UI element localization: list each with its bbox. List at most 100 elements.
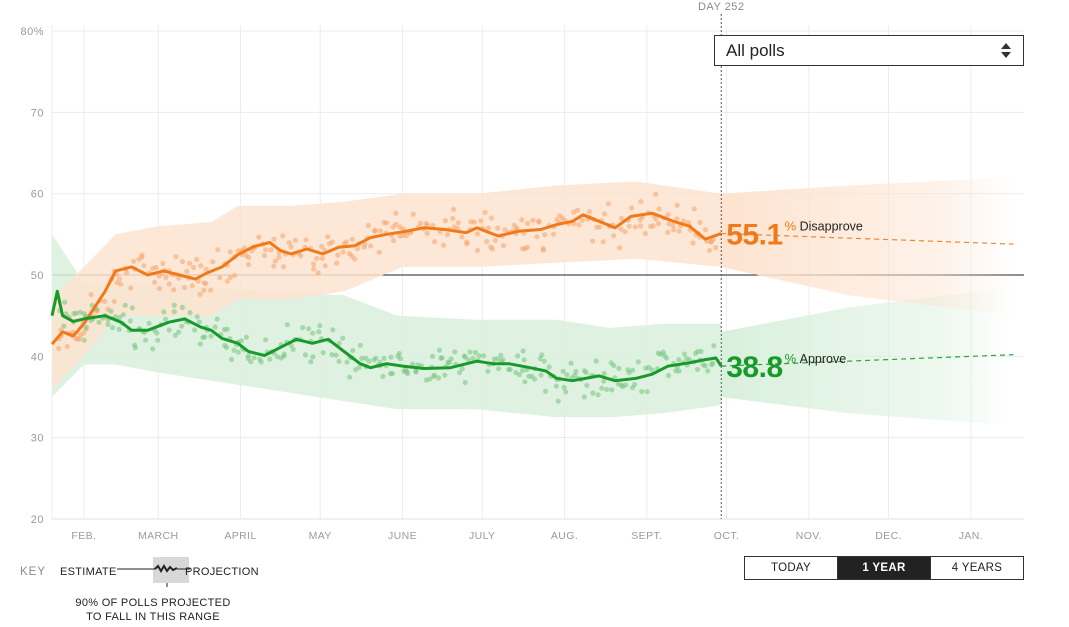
poll-dot [102,298,108,304]
poll-dot [522,379,528,385]
poll-dot [201,287,207,293]
poll-dot [653,216,659,222]
poll-dot [377,228,383,234]
poll-dot [64,344,70,350]
poll-dot [231,347,237,353]
poll-dot [520,348,526,354]
poll-dot [706,247,713,253]
poll-dot [590,390,596,396]
range-button-1-year[interactable]: 1 YEAR [838,557,931,579]
poll-dot [655,350,661,356]
poll-dot [146,320,152,326]
range-button-today[interactable]: TODAY [745,557,838,579]
x-month-label: MARCH [138,530,179,542]
poll-dot [263,247,269,253]
poll-dot [280,264,287,270]
poll-dot [618,226,624,232]
poll-dot [171,302,177,308]
poll-dot [187,260,193,266]
poll-dot [573,368,579,375]
poll-dot [429,353,436,359]
poll-dot [290,346,296,352]
poll-dot [340,335,346,341]
poll-dot [263,337,269,343]
poll-dot [666,221,672,227]
poll-dot [470,355,476,361]
poll-dot [224,278,230,284]
poll-dot [284,322,290,328]
poll-dot [166,327,172,333]
poll-dot [129,305,135,311]
poll-dot [459,366,465,372]
poll-dot [281,353,287,359]
disapprove-projection-line [721,232,1014,245]
poll-dot [705,368,711,374]
range-button-4-years[interactable]: 4 YEARS [951,562,1003,574]
poll-dot [632,381,638,388]
poll-dot [306,326,312,332]
poll-dot [642,230,649,237]
poll-dot [184,268,190,275]
poll-dot [141,263,147,269]
poll-dot [108,308,114,314]
approve-projection-band [721,287,1014,426]
poll-dot [393,210,399,216]
poll-dot [450,215,456,222]
poll-filter-select[interactable]: All polls [714,35,1024,66]
poll-dot [405,370,411,377]
poll-dot [194,256,200,262]
poll-dot [478,218,484,224]
poll-dot [541,358,547,364]
poll-dot [455,220,461,226]
poll-dot [153,264,159,271]
poll-dot [155,337,161,343]
x-month-label: JULY [469,530,496,542]
day-marker-label: DAY 252 [698,1,745,13]
poll-dot [472,349,478,356]
poll-dot [208,287,214,293]
x-month-label: SEPT. [631,530,662,542]
poll-dot [368,243,374,249]
poll-dot [553,383,559,389]
y-tick-label: 70 [31,107,44,119]
poll-dot [256,234,262,240]
poll-dot [665,212,671,218]
poll-dot [161,309,167,315]
poll-dot [466,357,472,363]
poll-dot [258,359,264,365]
poll-dot [495,225,501,231]
poll-dot [488,215,494,221]
poll-dot [132,345,138,351]
poll-dot [396,350,402,357]
poll-dot [540,245,546,251]
poll-dot [116,276,123,282]
poll-dot [436,375,442,381]
poll-dot [197,291,203,297]
x-month-label: JAN. [959,530,983,542]
poll-dot [632,224,638,230]
poll-dot [192,327,198,333]
poll-dot [344,359,350,365]
x-month-label: OCT. [714,530,740,542]
poll-dot [496,366,502,372]
poll-dot [476,353,482,359]
poll-dot [83,324,89,330]
poll-dot [550,231,557,237]
poll-filter-value: All polls [726,41,785,60]
poll-dot [637,223,644,229]
poll-dot [150,346,156,352]
disapprove-projection-band [721,177,1014,316]
poll-dot [319,255,325,261]
poll-dot [663,355,670,361]
poll-dot [516,372,523,378]
poll-dot [232,272,238,278]
poll-dot [644,389,650,395]
poll-dot [271,263,277,269]
poll-dot [595,392,601,398]
poll-dot [410,211,416,217]
poll-dot [670,222,676,229]
poll-dot [166,281,172,287]
poll-dot [212,324,218,330]
poll-dot [223,344,230,350]
